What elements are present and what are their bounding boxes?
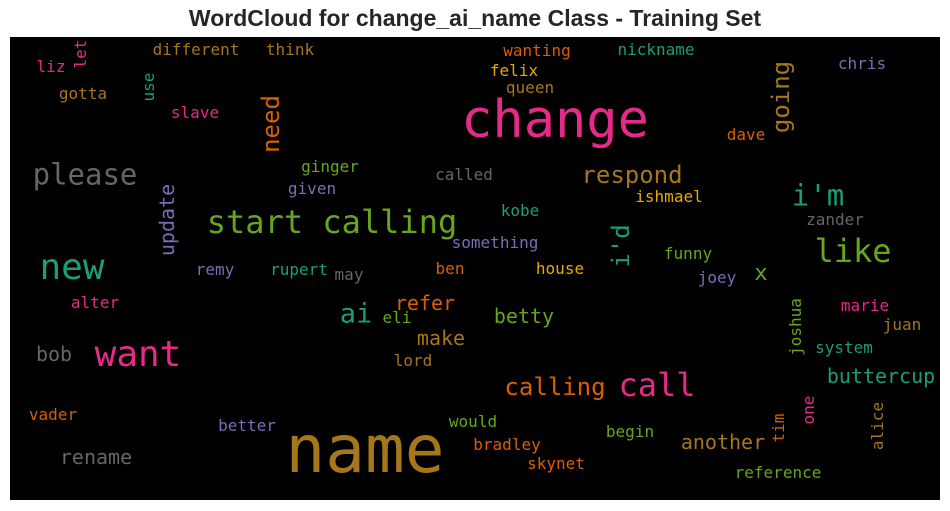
word-system: system: [815, 338, 873, 357]
word-start-calling: start calling: [206, 203, 458, 241]
word-funny: funny: [663, 244, 713, 263]
word-eli: eli: [382, 308, 412, 327]
word-joshua: joshua: [786, 298, 805, 356]
word-buttercup: buttercup: [826, 364, 936, 388]
word-like: like: [814, 232, 892, 270]
word-x: x: [754, 261, 768, 286]
word-begin: begin: [605, 422, 655, 441]
word-new: new: [39, 247, 105, 288]
word-think: think: [265, 40, 315, 59]
chart-title: WordCloud for change_ai_name Class - Tra…: [188, 5, 762, 31]
word-vader: vader: [28, 405, 78, 424]
word-marie: marie: [840, 296, 890, 315]
word-given: given: [287, 179, 337, 198]
word-respond: respond: [581, 161, 683, 189]
word-rupert: rupert: [270, 260, 328, 279]
word-called: called: [435, 165, 493, 184]
word-betty: betty: [493, 304, 555, 328]
word-calling: calling: [504, 373, 606, 401]
word-update: update: [155, 183, 179, 257]
word-different: different: [152, 40, 240, 59]
word-reference: reference: [734, 463, 822, 482]
word-juan: juan: [882, 315, 922, 334]
word-need: need: [257, 95, 285, 153]
word-rename: rename: [59, 445, 133, 469]
word-dave: dave: [726, 125, 766, 144]
word-skynet: skynet: [527, 454, 585, 473]
wordcloud-canvas: change name want start calling new like please…: [10, 37, 940, 500]
word-another: another: [680, 430, 766, 454]
word-ishmael: ishmael: [635, 187, 703, 206]
word-remy: remy: [195, 260, 235, 279]
word-bradley: bradley: [473, 435, 541, 454]
word-refer: refer: [394, 291, 456, 315]
word-one: one: [799, 395, 818, 425]
word-kobe: kobe: [500, 201, 540, 220]
word-better: better: [218, 416, 276, 435]
word-i-d: i'd: [607, 224, 635, 268]
word-gotta: gotta: [58, 84, 108, 103]
word-joey: joey: [697, 268, 737, 287]
word-queen: queen: [505, 78, 555, 97]
word-call: call: [618, 366, 696, 404]
word-slave: slave: [170, 103, 220, 122]
word-bob: bob: [35, 342, 73, 366]
word-alter: alter: [70, 293, 120, 312]
word-chris: chris: [837, 54, 887, 73]
word-ginger: ginger: [301, 157, 359, 176]
word-wanting: wanting: [503, 41, 571, 60]
word-make: make: [416, 326, 466, 350]
word-nickname: nickname: [617, 40, 695, 59]
word-would: would: [448, 412, 498, 431]
word-felix: felix: [489, 61, 539, 80]
word-alice: alice: [868, 401, 887, 451]
word-change: change: [461, 90, 649, 150]
word-going: going: [767, 60, 795, 134]
word-name: name: [285, 411, 445, 488]
word-want: want: [94, 334, 182, 375]
word-liz: liz: [36, 57, 66, 76]
word-ben: ben: [435, 259, 465, 278]
word-lord: lord: [393, 351, 433, 370]
word-let: let: [71, 39, 90, 69]
word-use: use: [139, 72, 158, 102]
word-ai: ai: [339, 298, 373, 330]
word-house: house: [535, 259, 585, 278]
word-i-m: i'm: [791, 178, 845, 213]
word-please: please: [32, 157, 138, 192]
word-may: may: [334, 265, 364, 284]
word-zander: zander: [806, 210, 864, 229]
word-something: something: [451, 233, 539, 252]
word-tim: tim: [769, 413, 788, 443]
